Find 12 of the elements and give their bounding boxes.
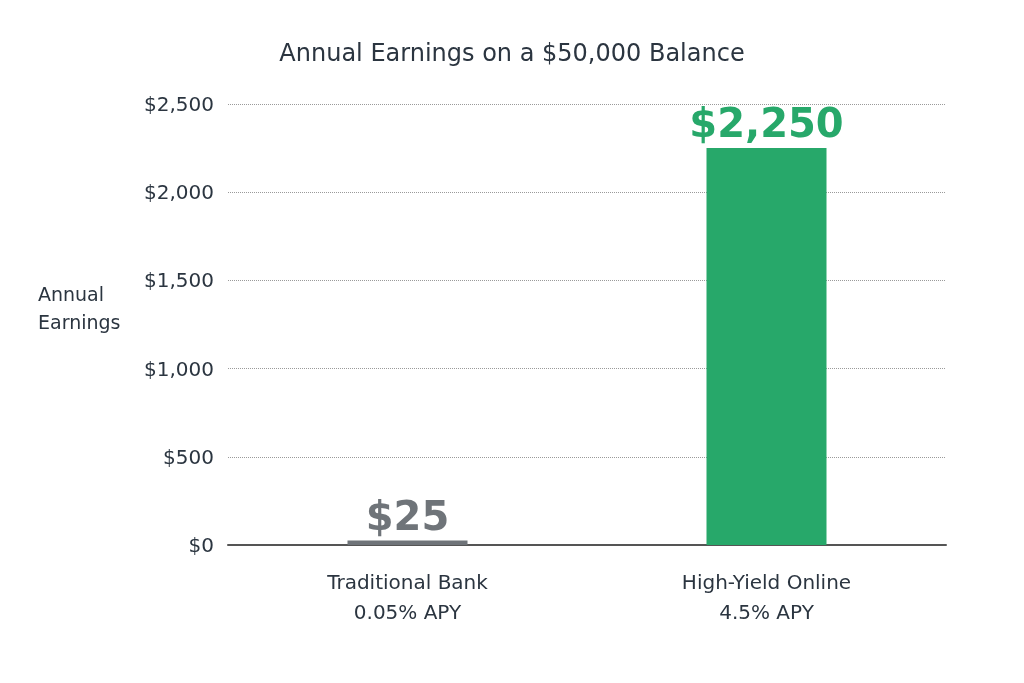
- y-tick-label: $0: [188, 533, 214, 557]
- data-label: $25: [365, 492, 450, 539]
- x-tick-label: High-Yield Online 4.5% APY: [681, 570, 852, 624]
- x-tick-label: Traditional Bank 0.05% APY: [326, 570, 489, 624]
- y-tick-label: $2,000: [144, 180, 214, 205]
- chart-title: Annual Earnings on a $50,000 Balance: [279, 39, 745, 67]
- data-label: $2,250: [689, 100, 844, 147]
- y-tick-label: $1,500: [144, 268, 214, 293]
- y-axis-title: Annual Earnings: [38, 283, 121, 333]
- y-tick-label: $500: [163, 444, 214, 469]
- y-tick-label: $2,500: [144, 92, 214, 116]
- y-tick-label: $1,000: [144, 356, 214, 381]
